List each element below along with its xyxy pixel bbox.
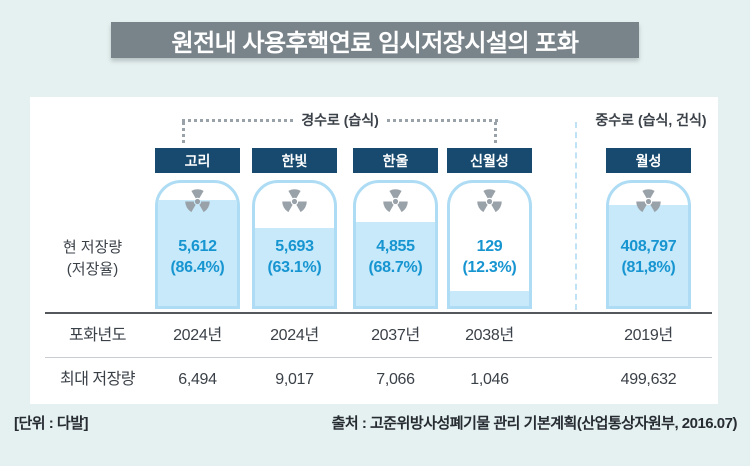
group-header-light-water: 경수로 (습식) [182,110,498,130]
storage-rate: (12.3%) [462,258,517,276]
radiation-trefoil-icon [476,189,503,213]
page-title: 원전내 사용후핵연료 임시저장시설의 포화 [111,22,639,58]
current-amount: 4,855 [376,238,415,255]
row-label-current-storage: 현 저장량 (저장율) [35,237,150,281]
table-row-saturation-year: 포화년도 2024년 2024년 2037년 2038년 2019년 [30,314,718,357]
row-label-current-line1: 현 저장량 [62,239,123,256]
group-divider-dashed-line [575,122,577,310]
storage-rate: (63.1%) [267,258,322,276]
plant-badge-wolsong: 월성 [606,148,691,173]
group-label-light-water: 경수로 (습식) [301,112,379,128]
plant-badge-hanul: 한울 [353,148,438,173]
current-amount: 5,693 [275,238,314,255]
plant-badge-shinwolsong: 신월성 [447,148,532,173]
table-separator-dark [45,312,712,314]
tank-fill-level [450,290,529,306]
max-capacity-value: 1,046 [470,371,509,388]
saturation-year-value: 2037년 [371,327,420,344]
current-storage-value: 4,855 (68.7%) [356,237,435,279]
storage-rate: (81,8%) [621,258,676,276]
tank-fill-level [158,199,237,306]
storage-tank-shinwolsong: 129 (12.3%) [447,180,532,309]
radiation-trefoil-icon [281,189,308,213]
max-capacity-value: 7,066 [376,371,415,388]
storage-tank-kori: 5,612 (86.4%) [155,180,240,309]
unit-note: [단위 : 다발] [14,415,89,432]
current-amount: 5,612 [178,238,217,255]
tank-fill-level [255,228,334,306]
content-panel: 경수로 (습식) 중수로 (습식, 건식) 고리 한빛 한울 신월성 월성 5,… [30,97,718,404]
tank-fill-level [609,205,688,306]
dotted-connector-stub-left [182,122,185,143]
storage-rate: (68.7%) [368,258,423,276]
dotted-connector-stub-right [494,122,497,143]
current-amount: 129 [476,238,503,255]
saturation-year-value: 2038년 [465,327,514,344]
row-label-saturation-year: 포화년도 [69,327,126,344]
max-capacity-value: 9,017 [275,371,314,388]
saturation-year-value: 2019년 [624,327,673,344]
row-label-current-line2: (저장율) [66,260,119,278]
source-note: 출처 : 고준위방사성폐기물 관리 기본계획(산업통상자원부, 2016.07) [331,415,738,432]
table-row-max-capacity: 최대 저장량 6,494 9,017 7,066 1,046 499,632 [30,358,718,401]
dotted-connector-left [182,118,294,122]
storage-tank-hanul: 4,855 (68.7%) [353,180,438,309]
current-amount: 408,797 [620,238,677,255]
storage-rate: (86.4%) [170,258,225,276]
max-capacity-value: 6,494 [178,371,217,388]
plant-badge-hanbit: 한빛 [252,148,337,173]
tank-fill-level [356,221,435,306]
table-separator-light [45,357,712,358]
radiation-trefoil-icon [635,189,662,213]
current-storage-value: 5,612 (86.4%) [158,237,237,279]
current-storage-value: 5,693 (63.1%) [255,237,334,279]
current-storage-value: 129 (12.3%) [450,237,529,279]
group-label-heavy-water: 중수로 (습식, 건식) [595,112,707,128]
plant-badge-kori: 고리 [155,148,240,173]
storage-tank-hanbit: 5,693 (63.1%) [252,180,337,309]
dotted-connector-right [386,118,498,122]
radiation-trefoil-icon [184,189,211,213]
saturation-year-value: 2024년 [270,327,319,344]
radiation-trefoil-icon [382,189,409,213]
saturation-year-value: 2024년 [173,327,222,344]
row-label-max-capacity: 최대 저장량 [59,371,136,388]
storage-tank-wolsong: 408,797 (81,8%) [606,180,691,309]
max-capacity-value: 499,632 [620,371,677,388]
current-storage-value: 408,797 (81,8%) [609,237,688,279]
